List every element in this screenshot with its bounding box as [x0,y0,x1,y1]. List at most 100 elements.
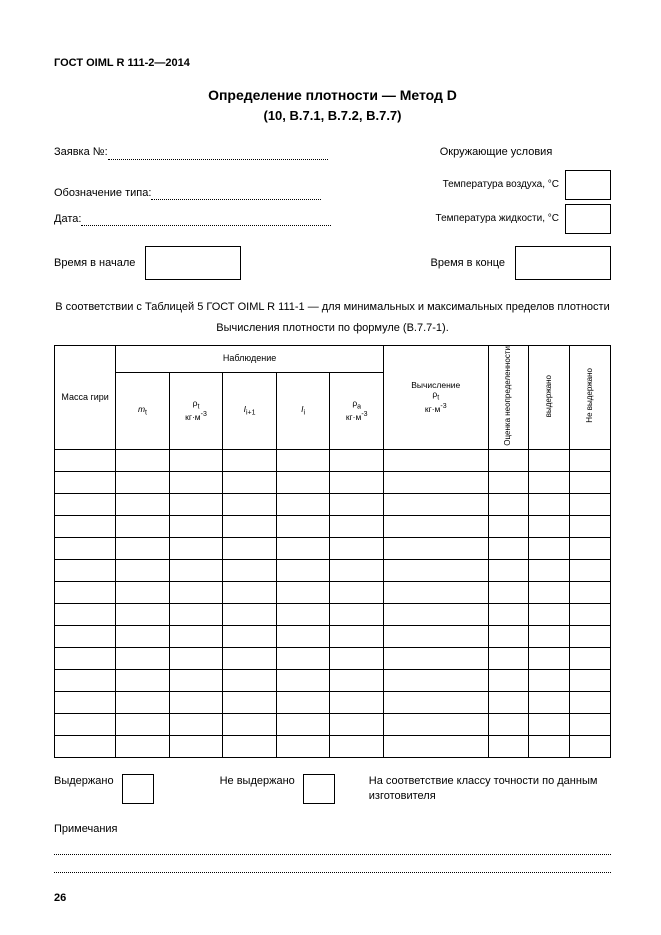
table-cell[interactable] [169,582,223,604]
table-cell[interactable] [276,538,330,560]
table-cell[interactable] [55,670,116,692]
table-cell[interactable] [570,604,611,626]
table-cell[interactable] [276,516,330,538]
table-cell[interactable] [276,494,330,516]
table-cell[interactable] [570,692,611,714]
table-cell[interactable] [488,560,529,582]
table-cell[interactable] [55,450,116,472]
table-cell[interactable] [276,560,330,582]
table-cell[interactable] [116,450,170,472]
table-cell[interactable] [55,472,116,494]
table-cell[interactable] [330,604,384,626]
application-no-field[interactable] [108,148,328,160]
table-cell[interactable] [383,472,488,494]
table-cell[interactable] [276,692,330,714]
table-cell[interactable] [529,626,570,648]
table-cell[interactable] [488,714,529,736]
table-cell[interactable] [223,692,277,714]
table-cell[interactable] [223,494,277,516]
table-cell[interactable] [529,648,570,670]
table-cell[interactable] [529,670,570,692]
table-cell[interactable] [488,494,529,516]
table-cell[interactable] [55,560,116,582]
table-cell[interactable] [488,450,529,472]
table-cell[interactable] [330,648,384,670]
table-cell[interactable] [330,582,384,604]
table-cell[interactable] [529,494,570,516]
time-end-field[interactable] [515,246,611,280]
table-cell[interactable] [116,736,170,758]
table-cell[interactable] [169,648,223,670]
table-cell[interactable] [223,538,277,560]
table-cell[interactable] [330,516,384,538]
table-cell[interactable] [169,538,223,560]
table-cell[interactable] [488,472,529,494]
table-cell[interactable] [116,538,170,560]
liquid-temp-field[interactable] [565,204,611,234]
table-cell[interactable] [276,450,330,472]
table-cell[interactable] [383,582,488,604]
table-cell[interactable] [276,626,330,648]
table-cell[interactable] [383,648,488,670]
table-cell[interactable] [383,538,488,560]
table-cell[interactable] [529,472,570,494]
table-cell[interactable] [223,714,277,736]
table-cell[interactable] [116,714,170,736]
table-cell[interactable] [223,582,277,604]
table-cell[interactable] [169,604,223,626]
table-cell[interactable] [276,582,330,604]
table-cell[interactable] [570,516,611,538]
table-cell[interactable] [570,450,611,472]
table-cell[interactable] [330,472,384,494]
table-cell[interactable] [488,582,529,604]
table-cell[interactable] [223,626,277,648]
table-cell[interactable] [169,516,223,538]
table-cell[interactable] [488,648,529,670]
table-cell[interactable] [529,560,570,582]
table-cell[interactable] [55,626,116,648]
table-cell[interactable] [116,670,170,692]
table-cell[interactable] [116,626,170,648]
table-cell[interactable] [570,670,611,692]
notes-line-2[interactable] [54,861,611,873]
table-cell[interactable] [570,626,611,648]
table-cell[interactable] [570,560,611,582]
table-cell[interactable] [276,670,330,692]
passed-checkbox[interactable] [122,774,154,804]
table-cell[interactable] [116,516,170,538]
table-cell[interactable] [276,714,330,736]
table-cell[interactable] [488,736,529,758]
table-cell[interactable] [488,670,529,692]
table-cell[interactable] [169,560,223,582]
table-cell[interactable] [570,648,611,670]
table-cell[interactable] [383,560,488,582]
table-cell[interactable] [116,472,170,494]
table-cell[interactable] [488,538,529,560]
table-cell[interactable] [116,604,170,626]
table-cell[interactable] [223,560,277,582]
table-cell[interactable] [55,736,116,758]
table-cell[interactable] [169,472,223,494]
table-cell[interactable] [570,582,611,604]
table-cell[interactable] [383,714,488,736]
table-cell[interactable] [330,626,384,648]
table-cell[interactable] [55,494,116,516]
table-cell[interactable] [529,582,570,604]
date-field[interactable] [81,214,331,226]
table-cell[interactable] [223,604,277,626]
type-designation-field[interactable] [151,188,321,200]
table-cell[interactable] [223,648,277,670]
table-cell[interactable] [55,604,116,626]
table-cell[interactable] [223,670,277,692]
table-cell[interactable] [55,648,116,670]
table-cell[interactable] [116,582,170,604]
failed-checkbox[interactable] [303,774,335,804]
table-cell[interactable] [276,604,330,626]
table-cell[interactable] [330,494,384,516]
table-cell[interactable] [570,538,611,560]
table-cell[interactable] [223,472,277,494]
table-cell[interactable] [55,538,116,560]
table-cell[interactable] [330,538,384,560]
table-cell[interactable] [529,450,570,472]
table-cell[interactable] [169,626,223,648]
